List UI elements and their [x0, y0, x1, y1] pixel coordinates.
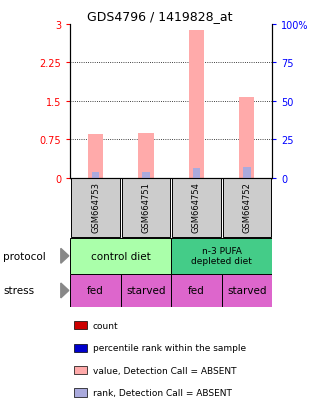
Bar	[88, 135, 103, 178]
Bar	[243, 167, 251, 178]
Bar	[70, 238, 171, 274]
Bar	[121, 274, 171, 307]
Text: GDS4796 / 1419828_at: GDS4796 / 1419828_at	[87, 10, 233, 23]
Text: n-3 PUFA
depleted diet: n-3 PUFA depleted diet	[191, 247, 252, 266]
Bar	[70, 274, 121, 307]
Bar	[223, 179, 271, 237]
Bar	[189, 31, 204, 178]
Text: fed: fed	[188, 286, 205, 296]
Bar	[193, 168, 200, 178]
Text: fed: fed	[87, 286, 104, 296]
Text: starved: starved	[227, 286, 267, 296]
Text: value, Detection Call = ABSENT: value, Detection Call = ABSENT	[92, 366, 236, 375]
Bar	[171, 238, 272, 274]
Polygon shape	[61, 283, 69, 298]
Text: stress: stress	[3, 286, 34, 296]
Polygon shape	[61, 249, 69, 263]
Bar	[172, 179, 220, 237]
Bar	[75, 321, 86, 330]
Bar	[75, 389, 86, 396]
Bar	[92, 172, 100, 178]
Bar	[221, 274, 272, 307]
Text: control diet: control diet	[91, 251, 151, 261]
Text: GSM664751: GSM664751	[141, 182, 150, 233]
Text: GSM664752: GSM664752	[242, 182, 251, 233]
Bar	[122, 179, 170, 237]
Bar	[75, 366, 86, 374]
Text: GSM664753: GSM664753	[91, 182, 100, 233]
Bar	[139, 134, 154, 178]
Bar	[71, 179, 120, 237]
Text: starved: starved	[126, 286, 166, 296]
Text: rank, Detection Call = ABSENT: rank, Detection Call = ABSENT	[92, 388, 231, 397]
Bar	[75, 344, 86, 352]
Bar	[171, 274, 221, 307]
Text: percentile rank within the sample: percentile rank within the sample	[92, 343, 246, 352]
Bar	[239, 98, 254, 178]
Text: count: count	[92, 321, 118, 330]
Text: protocol: protocol	[3, 251, 46, 261]
Bar	[142, 172, 150, 178]
Text: GSM664754: GSM664754	[192, 182, 201, 233]
